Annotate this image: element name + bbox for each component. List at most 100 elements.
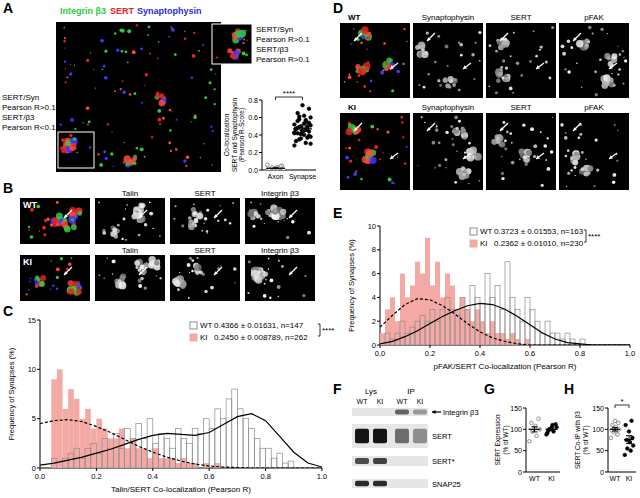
histogram-bar bbox=[226, 399, 232, 468]
speck bbox=[370, 125, 374, 129]
cluster bbox=[496, 134, 503, 141]
histogram-bar bbox=[147, 419, 153, 468]
arrow-head bbox=[289, 271, 293, 275]
mean-error bbox=[546, 428, 558, 431]
arrow-shaft bbox=[536, 63, 544, 69]
cluster bbox=[194, 218, 199, 223]
speck bbox=[191, 121, 192, 122]
speck bbox=[511, 161, 515, 165]
speck bbox=[30, 278, 31, 279]
speck bbox=[177, 288, 180, 291]
speck bbox=[70, 118, 74, 122]
histogram-bar bbox=[520, 321, 525, 345]
speck bbox=[56, 201, 59, 204]
histogram-bar bbox=[232, 389, 238, 468]
histogram-bar bbox=[51, 379, 57, 468]
significance: **** bbox=[322, 326, 334, 335]
cluster bbox=[40, 275, 46, 281]
arrow-head bbox=[500, 37, 504, 41]
plot-area bbox=[40, 369, 322, 468]
speck bbox=[168, 36, 170, 38]
cluster bbox=[462, 172, 466, 176]
speck bbox=[360, 42, 363, 45]
error-cap bbox=[300, 130, 306, 131]
speck bbox=[247, 292, 249, 294]
y-tick-label: 4 bbox=[372, 293, 376, 302]
cluster bbox=[455, 127, 458, 130]
speck bbox=[619, 53, 622, 56]
speck bbox=[60, 257, 63, 260]
cluster bbox=[587, 171, 590, 174]
channel-label: SERT bbox=[110, 6, 135, 16]
cluster bbox=[369, 157, 376, 164]
y-tick bbox=[605, 472, 608, 473]
speck bbox=[564, 136, 568, 140]
histogram-bar bbox=[470, 286, 475, 346]
speck bbox=[546, 167, 550, 171]
speck bbox=[68, 262, 71, 265]
histogram-bar bbox=[415, 321, 420, 345]
y-tick bbox=[377, 345, 380, 346]
speck bbox=[541, 184, 544, 187]
histogram-bar bbox=[119, 429, 125, 468]
speck bbox=[397, 156, 399, 158]
speck bbox=[86, 59, 89, 62]
histogram-bar bbox=[108, 438, 114, 468]
micrograph-background bbox=[20, 255, 90, 301]
arrow bbox=[500, 33, 508, 41]
mean-error bbox=[624, 436, 634, 444]
micrograph-background bbox=[413, 113, 483, 190]
histogram-bar bbox=[430, 309, 435, 345]
speck bbox=[511, 142, 513, 144]
lane-label: KI bbox=[377, 398, 384, 405]
y-tick bbox=[37, 320, 40, 321]
speck bbox=[421, 116, 423, 118]
speck bbox=[454, 116, 458, 120]
fit-curve bbox=[40, 420, 322, 468]
speck bbox=[211, 164, 213, 166]
blot-band bbox=[413, 429, 427, 443]
histogram-bar bbox=[125, 448, 131, 468]
arrow bbox=[214, 267, 222, 275]
histogram-bar bbox=[445, 297, 450, 345]
y-tick-label: 100 bbox=[592, 426, 604, 433]
speck bbox=[400, 116, 403, 119]
speck bbox=[574, 166, 577, 169]
histogram-bar bbox=[63, 409, 69, 468]
band-label: SERT bbox=[432, 432, 452, 441]
blot-band bbox=[373, 481, 387, 486]
cluster bbox=[37, 277, 41, 281]
speck bbox=[217, 220, 219, 222]
histogram-bar bbox=[465, 309, 470, 345]
speck bbox=[112, 166, 113, 167]
column-header: SERT bbox=[510, 103, 531, 112]
micrograph-background bbox=[212, 24, 252, 64]
speck bbox=[171, 28, 175, 32]
x-tick-label: WT bbox=[529, 475, 541, 482]
arrow-head bbox=[536, 155, 540, 159]
speck bbox=[437, 35, 440, 38]
speck bbox=[117, 224, 120, 227]
histogram-bar bbox=[85, 409, 91, 468]
legend-swatch bbox=[190, 322, 197, 329]
cluster bbox=[141, 203, 146, 208]
histogram-bar bbox=[243, 419, 249, 468]
speck bbox=[210, 68, 213, 71]
speck bbox=[157, 57, 159, 59]
inset-label: SERT/β3 bbox=[256, 45, 289, 54]
speck bbox=[436, 124, 438, 126]
speck bbox=[187, 263, 191, 267]
speck bbox=[179, 272, 180, 273]
data-point bbox=[307, 107, 311, 111]
y-tick bbox=[259, 117, 262, 118]
speck bbox=[454, 181, 457, 184]
mean-line bbox=[546, 429, 558, 430]
speck bbox=[588, 26, 591, 29]
speck bbox=[509, 132, 512, 135]
arrow bbox=[573, 33, 581, 41]
cluster bbox=[274, 209, 277, 212]
speck bbox=[622, 50, 625, 53]
speck bbox=[406, 41, 408, 43]
speck bbox=[30, 235, 34, 239]
data-point bbox=[307, 121, 311, 125]
